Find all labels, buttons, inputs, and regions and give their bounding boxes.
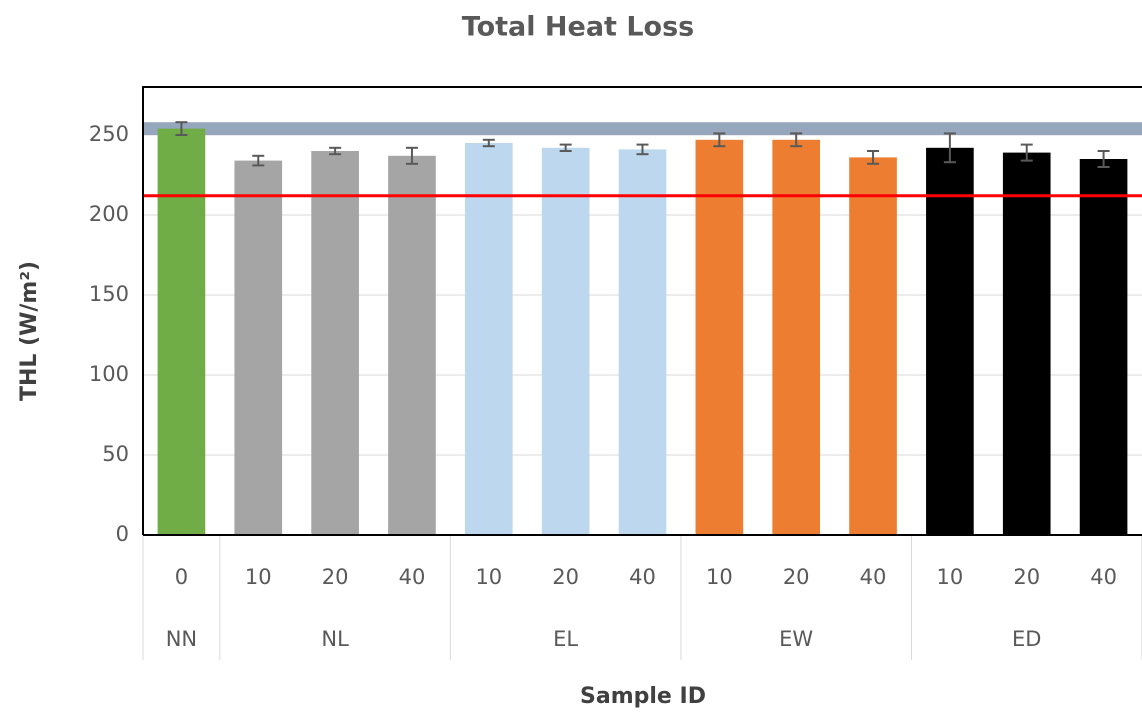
x-tick-label: 10 bbox=[706, 565, 733, 589]
x-tick-label: 20 bbox=[1013, 565, 1040, 589]
y-tick-label: 250 bbox=[89, 122, 129, 146]
group-label: EL bbox=[553, 627, 578, 651]
x-tick-label: 20 bbox=[322, 565, 349, 589]
group-label: ED bbox=[1012, 627, 1041, 651]
bar bbox=[618, 149, 667, 535]
y-tick-label: 0 bbox=[116, 522, 129, 546]
x-tick-label: 10 bbox=[245, 565, 272, 589]
y-axis-label: THL (W/m²) bbox=[17, 261, 42, 401]
y-tick-label: 100 bbox=[89, 362, 129, 386]
x-tick-label: 40 bbox=[1090, 565, 1117, 589]
x-tick-label: 40 bbox=[629, 565, 656, 589]
bar bbox=[772, 139, 821, 536]
x-tick-label: 20 bbox=[783, 565, 810, 589]
reference-band bbox=[143, 122, 1142, 135]
x-tick-label: 10 bbox=[937, 565, 964, 589]
bar bbox=[234, 160, 283, 535]
bar bbox=[926, 147, 974, 536]
x-axis-label: Sample ID bbox=[580, 684, 706, 709]
bar bbox=[464, 143, 513, 535]
group-label: EW bbox=[779, 627, 813, 651]
x-tick-label: 20 bbox=[552, 565, 579, 589]
bar bbox=[1079, 159, 1128, 535]
plot-frame bbox=[142, 86, 1142, 535]
x-tick-label: 40 bbox=[860, 565, 887, 589]
bar bbox=[695, 139, 744, 536]
y-tick-label: 50 bbox=[102, 442, 129, 466]
chart-title: Total Heat Loss bbox=[462, 12, 695, 43]
y-tick-label: 200 bbox=[89, 202, 129, 226]
bar bbox=[849, 157, 897, 535]
bar bbox=[541, 147, 590, 536]
group-label: NN bbox=[166, 627, 197, 651]
group-label: NL bbox=[321, 627, 349, 651]
bar bbox=[157, 128, 206, 535]
x-tick-label: 10 bbox=[475, 565, 502, 589]
bar bbox=[1002, 152, 1051, 535]
y-tick-label: 150 bbox=[89, 282, 129, 306]
bar bbox=[388, 155, 436, 536]
bar bbox=[311, 151, 359, 535]
x-tick-label: 0 bbox=[175, 565, 188, 589]
x-tick-label: 40 bbox=[399, 565, 426, 589]
